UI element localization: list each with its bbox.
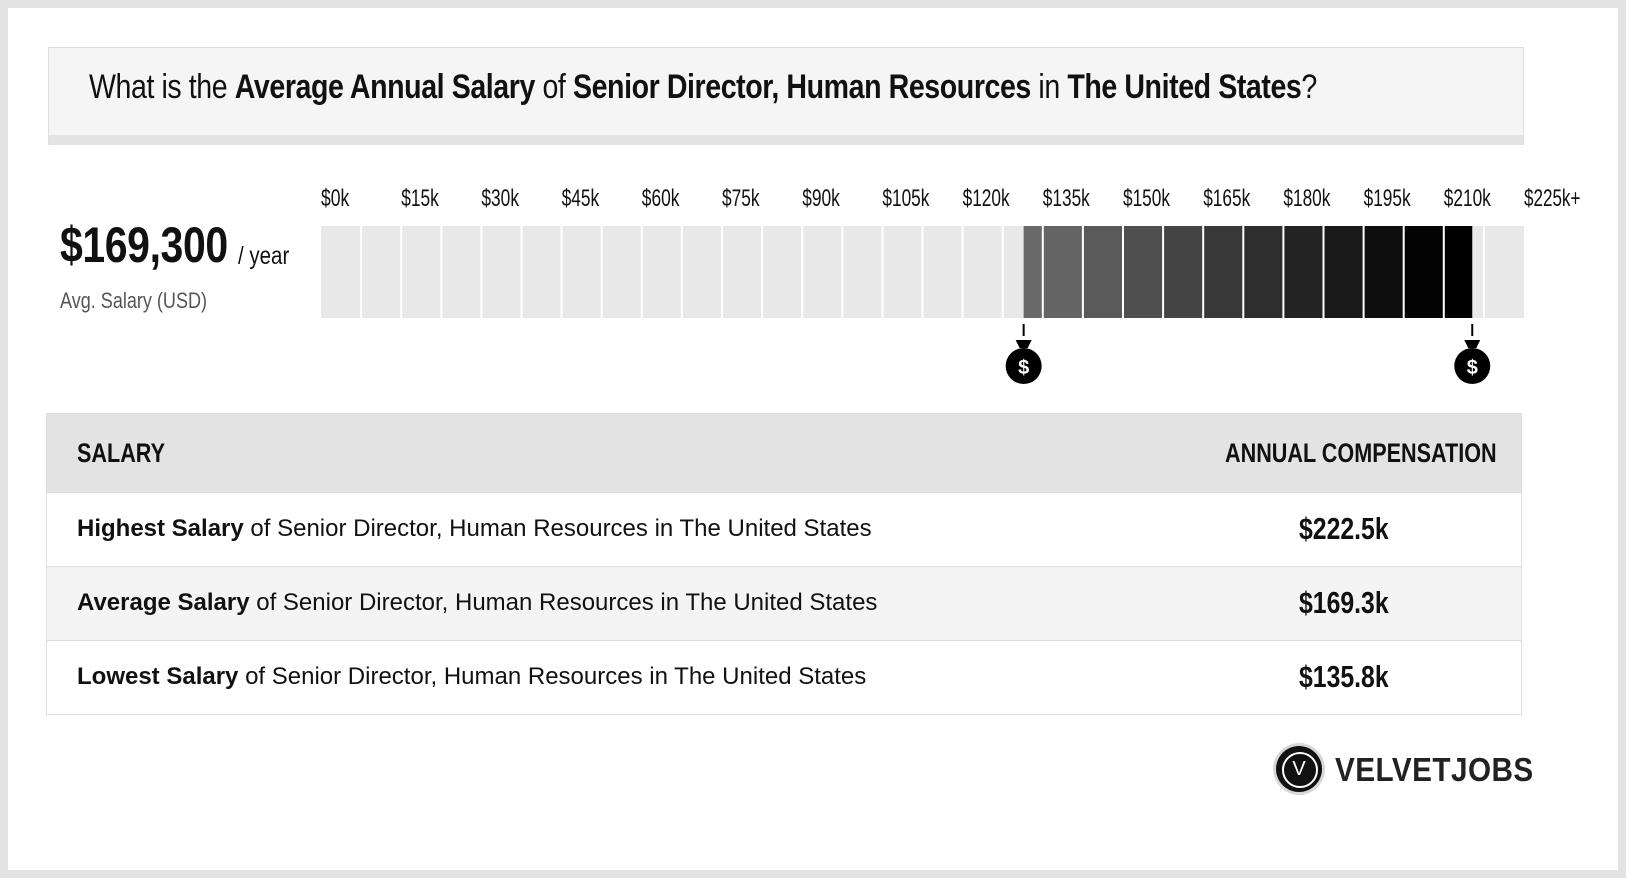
- range-segment: [1283, 226, 1324, 318]
- table-header: SALARY ANNUAL COMPENSATION: [47, 414, 1521, 492]
- row-description: Average Salary of Senior Director, Human…: [77, 589, 878, 616]
- row-value: $169.3k: [1299, 585, 1389, 620]
- range-segment: [1023, 226, 1043, 318]
- tick-label: $180k: [1283, 185, 1331, 212]
- logo-mark-icon: V: [1276, 746, 1322, 792]
- tick-label: $210k: [1444, 185, 1492, 212]
- high-marker-money-bag-icon: $: [1454, 324, 1491, 384]
- range-segment: [1042, 226, 1083, 318]
- salary-table: SALARY ANNUAL COMPENSATION Highest Salar…: [46, 413, 1522, 715]
- tick-label: $15k: [401, 185, 439, 212]
- row-description: Highest Salary of Senior Director, Human…: [77, 515, 872, 542]
- tick-label: $150k: [1123, 185, 1171, 212]
- velvetjobs-logo: V VELVETJOBS: [1273, 743, 1533, 799]
- range-segment: [1443, 226, 1473, 318]
- average-salary-label: Avg. Salary (USD): [60, 288, 208, 313]
- column-header-salary: SALARY: [77, 438, 166, 468]
- range-segment: [1082, 226, 1123, 318]
- row-value: $135.8k: [1299, 659, 1389, 694]
- table-row-lowest: Lowest Salary of Senior Director, Human …: [47, 640, 1521, 714]
- salary-range-chart: $0k $15k $30k $45k $60k $75k $90k $105k $120k $13…: [321, 185, 1580, 384]
- tick-label: $75k: [722, 185, 760, 212]
- range-segment: [1243, 226, 1284, 318]
- table-row-highest: Highest Salary of Senior Director, Human…: [47, 492, 1521, 566]
- svg-text:$: $: [1018, 357, 1029, 379]
- range-segment: [1403, 226, 1444, 318]
- tick-label: $135k: [1043, 185, 1091, 212]
- title-job: Senior Director, Human Resources: [572, 68, 1031, 106]
- range-segment: [1323, 226, 1364, 318]
- tick-label: $225k+: [1524, 185, 1580, 212]
- tick-label: $195k: [1364, 185, 1412, 212]
- tick-label: $0k: [321, 185, 350, 212]
- title-metric: Average Annual Salary: [234, 68, 536, 106]
- page-title: What is the Average Annual Salary of Sen…: [89, 68, 1317, 106]
- row-description: Lowest Salary of Senior Director, Human …: [77, 663, 867, 690]
- tick-label: $165k: [1203, 185, 1251, 212]
- range-segment: [1203, 226, 1244, 318]
- table-row-average: Average Salary of Senior Director, Human…: [47, 566, 1521, 640]
- tick-label: $90k: [802, 185, 840, 212]
- average-salary-unit: / year: [238, 242, 290, 270]
- range-segment: [1123, 226, 1164, 318]
- tick-label: $105k: [882, 185, 930, 212]
- range-segment: [1163, 226, 1204, 318]
- row-value: $222.5k: [1299, 511, 1389, 546]
- column-header-compensation: ANNUAL COMPENSATION: [1225, 438, 1497, 468]
- title-box: What is the Average Annual Salary of Sen…: [48, 47, 1524, 145]
- tick-label: $60k: [642, 185, 680, 212]
- tick-label: $120k: [963, 185, 1011, 212]
- title-location: The United States: [1067, 68, 1302, 106]
- salary-card: What is the Average Annual Salary of Sen…: [8, 8, 1618, 870]
- range-segment: [1363, 226, 1404, 318]
- tick-label: $30k: [481, 185, 519, 212]
- svg-text:$: $: [1467, 357, 1478, 379]
- average-salary-value: $169,300: [60, 217, 228, 273]
- low-marker-money-bag-icon: $: [1005, 324, 1042, 384]
- tick-label: $45k: [562, 185, 600, 212]
- logo-text: VELVETJOBS: [1335, 751, 1534, 788]
